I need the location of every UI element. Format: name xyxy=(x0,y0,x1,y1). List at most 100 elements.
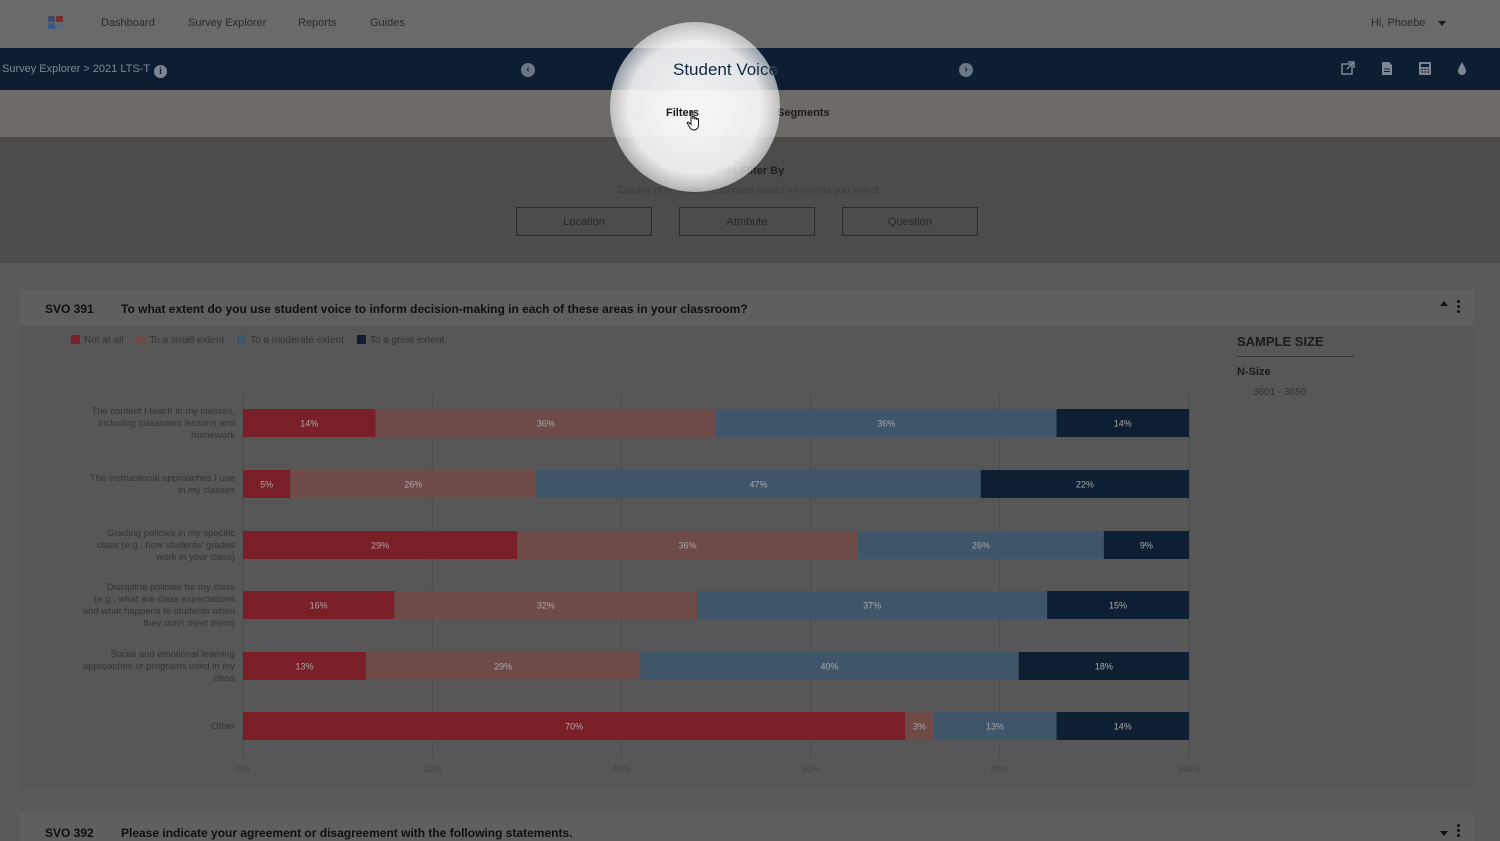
chart-bar-segment[interactable] xyxy=(517,531,858,559)
external-link-icon[interactable] xyxy=(1341,61,1355,76)
x-tick-label: 0% xyxy=(236,764,249,774)
data-label: 9% xyxy=(1140,541,1153,551)
question-code: SVO 391 xyxy=(45,302,94,316)
question-card-header xyxy=(20,290,1474,326)
chart-bar-segment[interactable] xyxy=(394,591,698,619)
chart-bar-segment[interactable] xyxy=(716,409,1057,437)
chart-bar-segment[interactable] xyxy=(1056,409,1189,437)
data-label: 70% xyxy=(565,722,583,732)
survey-title-highlighted: Student Voice xyxy=(673,60,778,79)
chart-bar-segment[interactable] xyxy=(697,591,1048,619)
legend-item[interactable]: To a small extent xyxy=(136,335,224,346)
more-options-icon[interactable] xyxy=(1457,824,1461,838)
chart-bar-segment[interactable] xyxy=(933,712,1057,740)
data-label: 5% xyxy=(260,480,273,490)
legend-swatch xyxy=(237,335,247,344)
data-label: 15% xyxy=(1109,601,1127,611)
tab-segments[interactable]: Segments xyxy=(777,107,830,119)
legend-label: To a moderate extent xyxy=(250,335,345,346)
chart-bar-segment[interactable] xyxy=(980,470,1189,498)
chart-bar-segment[interactable] xyxy=(243,470,291,498)
next-survey-arrow-icon[interactable]: › xyxy=(959,63,973,77)
legend-swatch xyxy=(71,335,80,344)
chart-bar-segment[interactable] xyxy=(375,409,716,437)
nav-link-reports[interactable]: Reports xyxy=(298,17,337,29)
chart-bar-segment[interactable] xyxy=(1047,591,1189,619)
data-label: 13% xyxy=(295,662,313,672)
filter-location-button[interactable]: Location xyxy=(516,207,652,236)
category-label: Discipline policies for my class (e.g., w… xyxy=(83,582,235,629)
data-label: 13% xyxy=(986,722,1004,732)
data-label: 36% xyxy=(877,419,895,429)
nav-link-guides[interactable]: Guides xyxy=(370,17,405,29)
filter-panel-subtitle: Display only certain responses based on … xyxy=(618,185,882,196)
data-label: 16% xyxy=(310,601,328,611)
category-label: Social and emotional learning approaches … xyxy=(83,649,235,684)
data-label: 22% xyxy=(1076,480,1094,490)
chart-bar-segment[interactable] xyxy=(243,531,518,559)
document-icon[interactable] xyxy=(1380,61,1394,76)
data-label: 26% xyxy=(972,541,990,551)
category-label: Grading policies in my specific class (e.… xyxy=(97,528,235,563)
water-drop-icon[interactable] xyxy=(1455,61,1469,76)
chart-bar-segment[interactable] xyxy=(1056,712,1189,740)
chart-bar-segment[interactable] xyxy=(1018,652,1189,680)
chart-bar-segment[interactable] xyxy=(243,712,906,740)
data-label: 14% xyxy=(1114,722,1132,732)
top-navbar xyxy=(0,0,1500,48)
chart-bar-segment[interactable] xyxy=(243,591,395,619)
nav-link-survey-explorer[interactable]: Survey Explorer xyxy=(188,17,267,29)
question-text: Please indicate your agreement or disagr… xyxy=(121,826,573,840)
legend-label: Not at all xyxy=(84,335,124,346)
data-label: 40% xyxy=(821,662,839,672)
data-label: 36% xyxy=(537,419,555,429)
user-menu[interactable]: Hi, Phoebe xyxy=(1371,17,1426,29)
data-label: 14% xyxy=(300,419,318,429)
data-label: 47% xyxy=(750,480,768,490)
legend-item[interactable]: Not at all xyxy=(71,335,123,346)
data-label: 37% xyxy=(863,601,881,611)
chart-bar-segment[interactable] xyxy=(243,409,376,437)
previous-survey-arrow-icon[interactable]: ‹ xyxy=(521,63,535,77)
chevron-down-icon[interactable] xyxy=(1438,21,1446,26)
filter-question-button[interactable]: Question xyxy=(842,207,978,236)
info-icon[interactable]: i xyxy=(154,65,168,78)
chart-bar-segment[interactable] xyxy=(536,470,981,498)
chart-bar-segment[interactable] xyxy=(640,652,1019,680)
chevron-down-icon[interactable] xyxy=(1440,831,1448,836)
x-tick-label: 80% xyxy=(991,764,1009,774)
breadcrumb: Survey Explorer > 2021 LTS-T i xyxy=(2,63,168,78)
category-label: The instructional approaches I use in my … xyxy=(90,473,235,496)
question-code: SVO 392 xyxy=(45,826,94,840)
app-logo-icon[interactable] xyxy=(48,16,66,30)
data-label: 32% xyxy=(537,601,555,611)
nsize-label: N-Size xyxy=(1237,366,1271,378)
legend-label: To a great extent xyxy=(369,335,445,346)
data-label: 3% xyxy=(913,722,926,732)
chevron-up-icon[interactable] xyxy=(1440,301,1448,306)
chart-bar-segment[interactable] xyxy=(857,531,1104,559)
more-options-icon[interactable] xyxy=(1457,300,1461,314)
data-label: 18% xyxy=(1095,662,1113,672)
chart-bar-segment[interactable] xyxy=(243,652,366,680)
filter-attribute-button[interactable]: Attribute xyxy=(679,207,815,236)
chart-bar-segment[interactable] xyxy=(1103,531,1189,559)
data-label: 14% xyxy=(1114,419,1132,429)
nsize-value: 3601 - 3650 xyxy=(1253,387,1307,398)
spotlight-highlight xyxy=(610,22,780,192)
chevron-down-icon[interactable] xyxy=(807,70,819,77)
legend-item[interactable]: To a great extent xyxy=(356,335,445,346)
chart-bar-segment[interactable] xyxy=(365,652,641,680)
legend-swatch xyxy=(356,335,366,344)
breadcrumb-text[interactable]: Survey Explorer > 2021 LTS-T xyxy=(2,63,151,75)
chart-bar-segment[interactable] xyxy=(290,470,537,498)
calculator-icon[interactable] xyxy=(1418,61,1432,76)
data-label: 29% xyxy=(371,541,389,551)
data-label: 29% xyxy=(494,662,512,672)
question-card-header xyxy=(20,813,1474,841)
chart-legend: Not at all To a small extent To a modera… xyxy=(71,335,454,346)
legend-item[interactable]: To a moderate extent xyxy=(237,335,344,346)
chart-bar-segment[interactable] xyxy=(905,712,934,740)
data-label: 36% xyxy=(679,541,697,551)
nav-link-dashboard[interactable]: Dashboard xyxy=(101,17,155,29)
